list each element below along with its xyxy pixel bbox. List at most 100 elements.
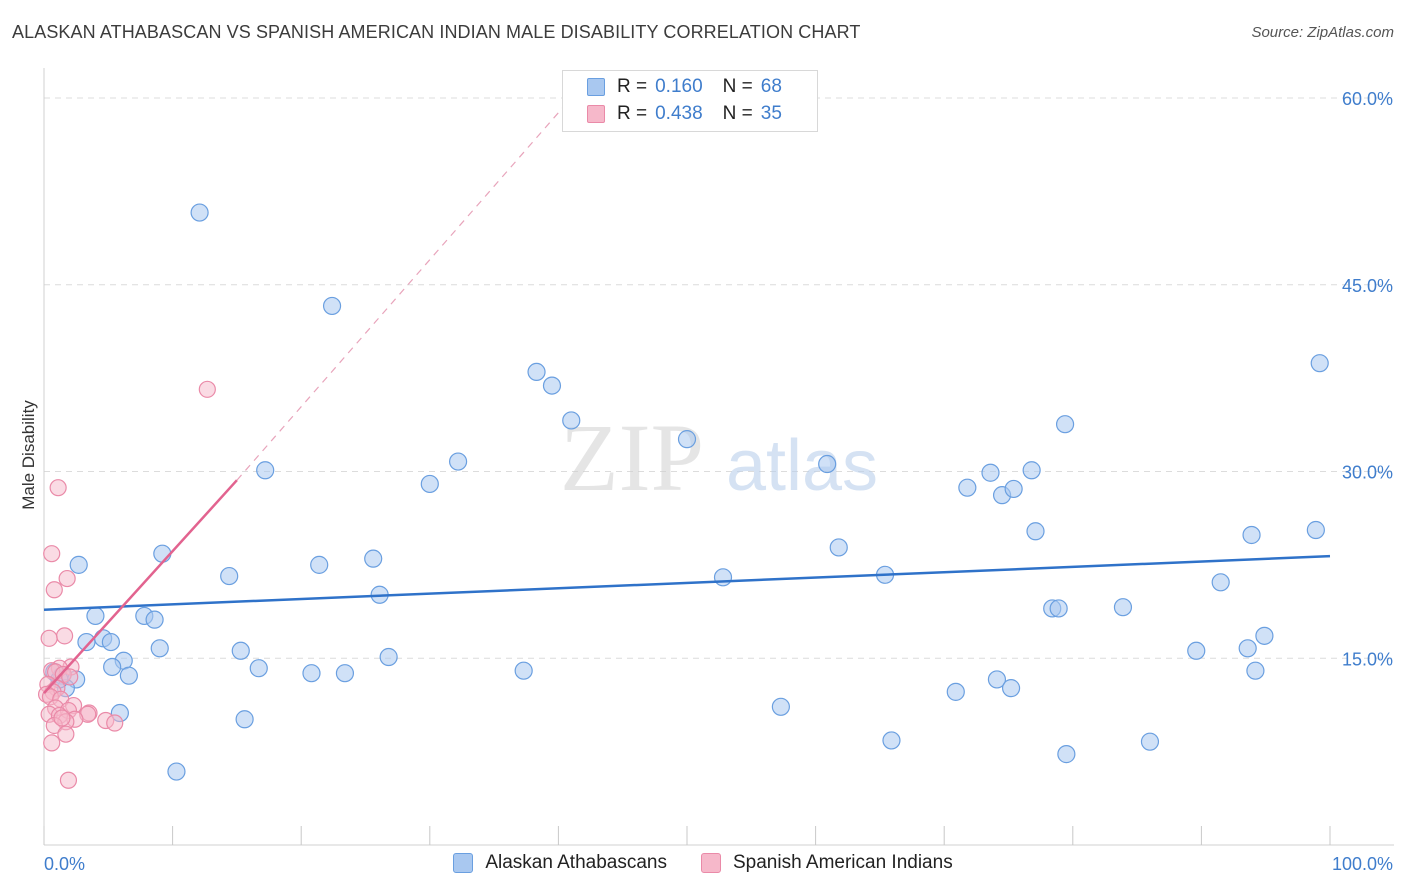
data-point <box>713 568 733 587</box>
data-point <box>69 555 88 574</box>
trend-lines <box>43 97 1331 694</box>
data-point <box>49 479 67 497</box>
data-point <box>106 714 124 732</box>
series-legend-item-blue: Alaskan Athabascans <box>453 852 667 874</box>
data-point <box>119 666 138 685</box>
data-point <box>542 376 562 395</box>
data-point <box>77 632 96 652</box>
data-point <box>53 709 71 727</box>
legend-n-value: 35 <box>760 103 782 124</box>
data-point <box>40 629 58 647</box>
data-point <box>1113 598 1133 617</box>
trend-line-blue <box>43 554 1331 611</box>
data-point <box>43 545 61 563</box>
legend-r-value: 0.160 <box>655 76 703 97</box>
data-point <box>882 731 901 750</box>
data-point <box>153 544 172 563</box>
data-point <box>1026 522 1045 541</box>
data-point <box>514 661 533 680</box>
data-point <box>220 566 239 586</box>
data-point <box>150 639 169 658</box>
watermark: ZIP atlas <box>560 404 878 511</box>
data-point <box>61 668 79 686</box>
data-point <box>958 478 977 497</box>
data-point <box>57 725 75 743</box>
data-point <box>1306 520 1325 540</box>
series-legend-label: Alaskan Athabascans <box>485 852 667 873</box>
y-tick-label: 30.0% <box>1342 463 1393 483</box>
y-tick-label: 45.0% <box>1342 276 1393 296</box>
series-legend-swatch-blue <box>453 853 474 873</box>
data-point <box>1242 525 1261 545</box>
data-point <box>1211 573 1230 592</box>
data-point <box>249 659 268 678</box>
trend-line-pink <box>43 479 238 694</box>
data-point <box>818 454 837 474</box>
legend-n-label: N = <box>722 76 753 97</box>
data-point <box>101 632 120 652</box>
data-point <box>231 641 250 660</box>
data-point <box>1255 626 1274 645</box>
data-point <box>235 710 254 729</box>
data-point <box>981 463 1000 482</box>
data-point <box>829 538 848 557</box>
data-point <box>190 203 209 222</box>
legend-row-blue: R = 0.160 N = 68 <box>587 75 782 99</box>
data-point <box>946 682 965 701</box>
legend-swatch-pink <box>587 105 605 123</box>
chart-title: ALASKAN ATHABASCAN VS SPANISH AMERICAN I… <box>12 22 861 42</box>
stats-legend: R = 0.160 N = 68 R = 0.438 N = 35 <box>562 70 818 132</box>
data-point <box>45 581 63 599</box>
data-point <box>420 474 439 494</box>
data-point <box>1001 679 1021 698</box>
y-tick-label: 60.0% <box>1342 89 1393 109</box>
data-point <box>527 362 546 381</box>
data-point <box>677 430 697 449</box>
legend-r-value: 0.438 <box>655 103 703 124</box>
data-point <box>1022 461 1041 480</box>
legend-r-label: R = <box>617 76 648 97</box>
chart-source: Source: ZipAtlas.com <box>1251 24 1394 41</box>
data-point <box>1140 732 1160 751</box>
legend-n-value: 68 <box>760 76 782 97</box>
series-spanish-american-indians <box>37 380 216 789</box>
data-point <box>167 762 186 781</box>
y-axis-label: Male Disability <box>19 400 38 510</box>
axes <box>43 68 1394 846</box>
data-point <box>302 664 321 683</box>
trend-line-pink-extension <box>236 97 572 481</box>
series-legend-swatch-pink <box>701 853 721 873</box>
data-point <box>562 411 581 430</box>
legend-swatch-blue <box>587 78 605 96</box>
series-legend-item-pink: Spanish American Indians <box>701 852 953 874</box>
data-point <box>145 610 164 629</box>
data-point <box>448 452 468 471</box>
data-point <box>86 606 105 626</box>
data-point <box>1057 745 1076 764</box>
data-point <box>55 627 74 645</box>
data-point <box>1246 661 1265 680</box>
legend-row-pink: R = 0.438 N = 35 <box>587 102 782 126</box>
data-point <box>335 664 355 683</box>
series-legend: Alaskan Athabascans Spanish American Ind… <box>0 852 1406 874</box>
data-point <box>103 657 122 677</box>
series-legend-label: Spanish American Indians <box>733 852 953 873</box>
data-point <box>198 380 216 398</box>
x-tick-label-min: 0.0% <box>44 854 85 874</box>
data-point <box>256 461 275 480</box>
y-tick-label: 15.0% <box>1342 649 1393 669</box>
data-point <box>322 296 342 316</box>
data-point <box>1238 639 1257 658</box>
data-point <box>771 697 790 716</box>
data-point <box>1187 641 1206 660</box>
x-tick-labels: 0.0% 100.0% <box>44 854 1393 874</box>
x-tick-label-max: 100.0% <box>1332 854 1393 874</box>
legend-n-label: N = <box>722 103 753 124</box>
legend-r-label: R = <box>617 103 648 124</box>
data-point <box>379 647 398 667</box>
watermark-atlas: atlas <box>726 426 878 506</box>
data-point <box>1004 479 1023 499</box>
data-point <box>58 569 76 588</box>
data-point <box>59 771 78 789</box>
